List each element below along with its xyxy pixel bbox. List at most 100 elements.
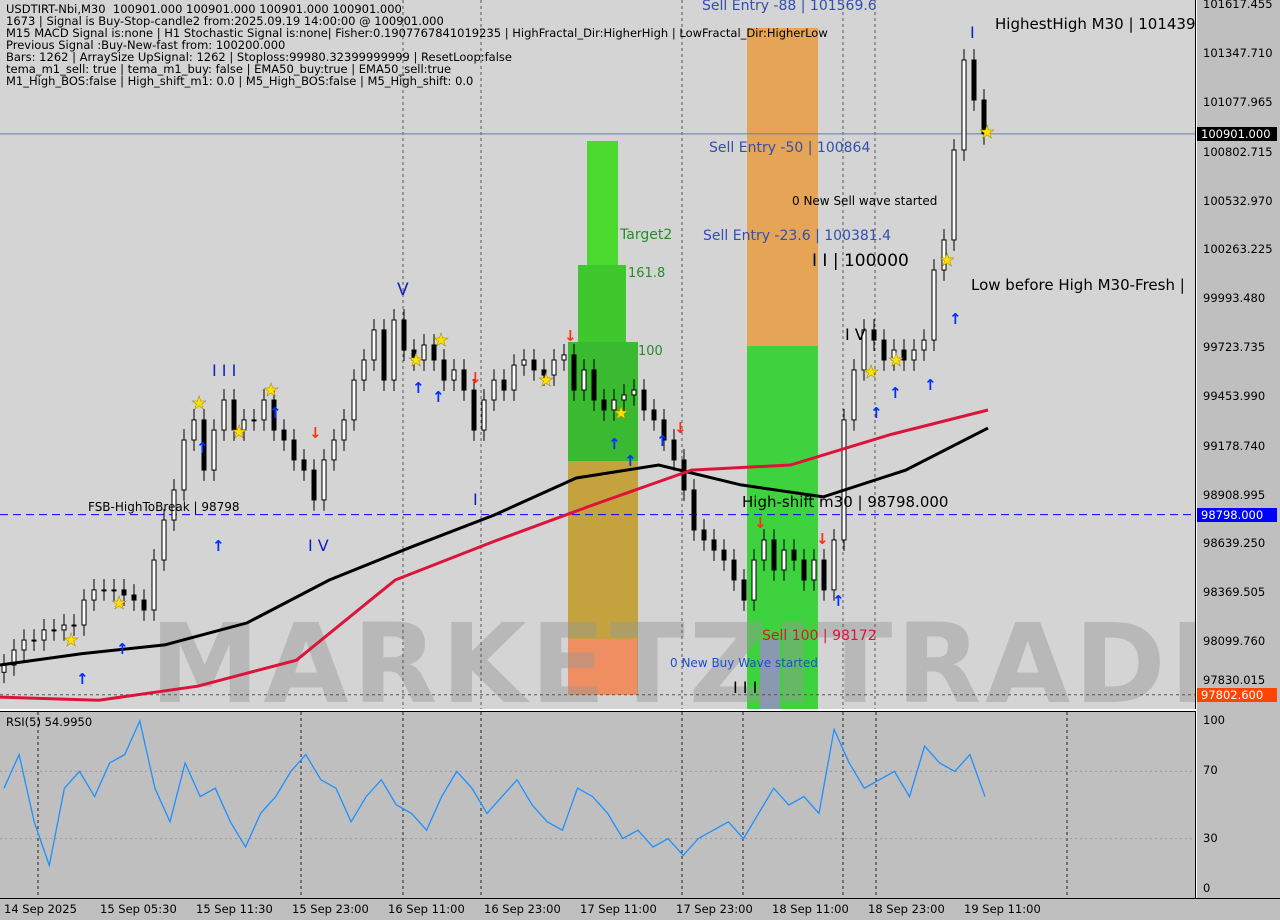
price-tag: 97802.600 (1197, 687, 1277, 702)
time-tick-label: 18 Sep 11:00 (772, 902, 849, 916)
price-tag: 100901.000 (1197, 126, 1277, 141)
rsi-plot (0, 712, 1195, 898)
fib-161-label: 161.8 (628, 266, 666, 281)
price-tick-label: 100263.225 (1203, 242, 1273, 257)
candle (631, 389, 637, 396)
price-tick-label: 97830.015 (1203, 672, 1266, 687)
target2-label: Target2 (620, 227, 673, 243)
candle (241, 419, 247, 431)
new-sell-wave-label: 0 New Sell wave started (792, 194, 938, 208)
candle (771, 539, 777, 571)
wave-v-label: V (397, 280, 409, 300)
candle (511, 364, 517, 391)
time-tick-label: 17 Sep 11:00 (580, 902, 657, 916)
low-before-high-label: Low before High M30-Fresh | (971, 276, 1185, 294)
candle (451, 369, 457, 381)
candle (231, 399, 237, 431)
candle (381, 329, 387, 381)
sell-arrow-icon: ↓ (564, 327, 577, 345)
candle (471, 389, 477, 431)
candle (721, 549, 727, 561)
info-line: M15 MACD Signal is:none | H1 Stochastic … (6, 26, 828, 40)
buy-arrow-icon: ↑ (924, 376, 937, 394)
info-line: tema_m1_sell: true | tema_m1_buy: false … (6, 62, 452, 76)
candle (361, 359, 367, 381)
rsi-panel[interactable]: RSI(5) 54.9950 (0, 711, 1196, 898)
candle (341, 419, 347, 441)
signal-star-icon: ★ (888, 350, 904, 371)
time-axis[interactable]: 14 Sep 2025 15 Sep 05:30 15 Sep 11:30 15 Se… (0, 898, 1280, 920)
candle (441, 359, 447, 381)
time-tick-label: 15 Sep 11:30 (196, 902, 273, 916)
price-tick-label: 101077.965 (1203, 94, 1273, 109)
candle (921, 339, 927, 351)
candle (551, 359, 557, 376)
candle (731, 559, 737, 581)
candle (201, 419, 207, 471)
price-tick-label: 99178.740 (1203, 438, 1266, 453)
candle (621, 394, 627, 401)
candle (971, 59, 977, 101)
candle (711, 539, 717, 551)
candle (851, 369, 857, 421)
candle (911, 349, 917, 361)
high-shift-label: High-shift m30 | 98798.000 (742, 493, 949, 511)
sell-zone-salmon (568, 639, 638, 695)
wave-i-label: I (473, 490, 478, 509)
wave-iii-label: I I I (212, 361, 237, 380)
sell-arrow-icon: ↓ (309, 424, 322, 442)
level-100000-label: I I | 100000 (812, 251, 909, 271)
candle (531, 359, 537, 371)
candle (791, 549, 797, 561)
sell-entry-50-label: Sell Entry -50 | 100864 (709, 140, 871, 156)
candle (251, 419, 257, 422)
candle (461, 369, 467, 391)
wave-iv-label: I V (308, 536, 329, 555)
candle (871, 329, 877, 341)
candle (111, 589, 117, 592)
candle (841, 419, 847, 541)
candle (671, 439, 677, 461)
candle (131, 594, 137, 601)
candle (491, 379, 497, 401)
candle (891, 349, 897, 361)
candle (661, 419, 667, 441)
sell-zone-olive (568, 461, 638, 639)
buy-arrow-icon: ↑ (412, 379, 425, 397)
candle (421, 344, 427, 361)
new-buy-wave-label: 0 New Buy Wave started (670, 656, 818, 670)
signal-star-icon: ★ (191, 393, 207, 414)
time-tick-label: 15 Sep 23:00 (292, 902, 369, 916)
watermark: MARKETZITRADE (150, 600, 1196, 709)
price-tick-label: 99993.480 (1203, 291, 1266, 306)
candle (291, 439, 297, 461)
candle (41, 629, 47, 641)
candle (11, 649, 17, 666)
candle (171, 489, 177, 521)
price-tick-label: 98099.760 (1203, 634, 1266, 648)
candle (301, 459, 307, 471)
time-tick-label: 15 Sep 05:30 (100, 902, 177, 916)
candle (831, 539, 837, 591)
rsi-label: RSI(5) 54.9950 (6, 715, 93, 729)
time-tick-label: 16 Sep 11:00 (388, 902, 465, 916)
info-line: M1_High_BOS:false | High_shift_m1: 0.0 |… (6, 74, 474, 88)
candle (31, 639, 37, 642)
buy-arrow-icon: ↑ (949, 310, 962, 328)
buy-arrow-icon: ↑ (432, 388, 445, 406)
signal-star-icon: ★ (613, 403, 629, 424)
candle (881, 339, 887, 361)
candle (571, 354, 577, 391)
ema-red-line (0, 408, 989, 702)
candle (391, 319, 397, 381)
wave-iii2-label: I I I (733, 678, 758, 697)
price-tick-label: 98369.505 (1203, 585, 1266, 600)
candle (611, 399, 617, 411)
candle (521, 359, 527, 366)
chart-title: USDTIRT-Nbi,M30 100901.000 100901.000 10… (6, 2, 402, 16)
price-chart[interactable]: MARKETZITRADE ★ ★ ★ ★ ★ ★ ★ ★ ★ ★ ★ ★ ★ ↑ ↑ ↑ ↑ ↑ ↑ ↑ ↑ ↑ ↑ ↑ ↑ ↑… (0, 0, 1196, 709)
candle (641, 389, 647, 411)
price-axis[interactable]: 101617.455 101347.710 101077.965 100802.715… (1197, 0, 1280, 898)
wave-i2-label: I (970, 23, 975, 42)
info-line: 1673 | Signal is Buy-Stop-candle2 from:2… (6, 14, 444, 28)
